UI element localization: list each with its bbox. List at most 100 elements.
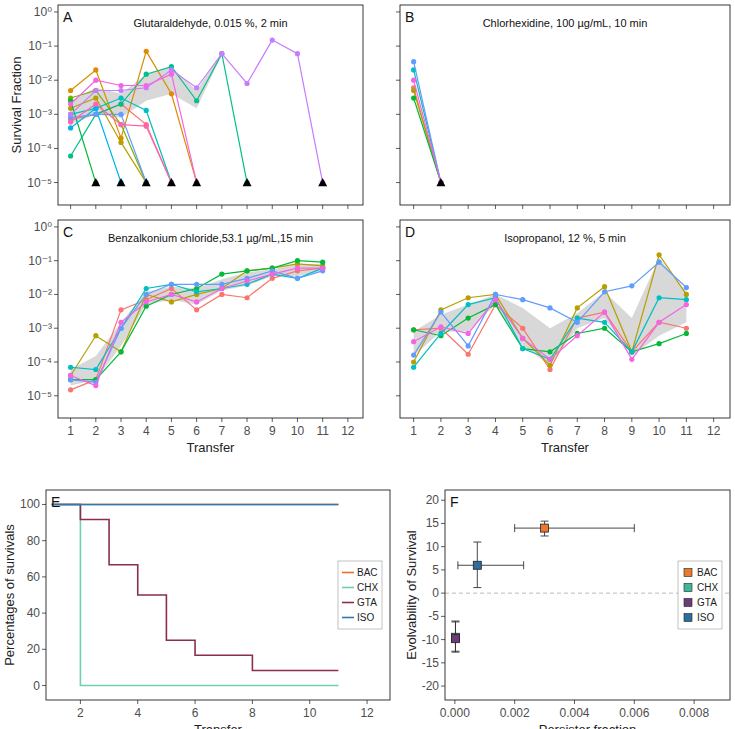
point	[438, 331, 443, 336]
x-tick	[272, 418, 273, 422]
point	[520, 326, 525, 331]
triangle-marker	[142, 178, 151, 186]
point	[244, 295, 249, 300]
legend-label: GTA	[357, 597, 377, 608]
x-tick	[146, 418, 147, 422]
y-tick	[441, 639, 445, 640]
figure: 10⁰10⁻¹10⁻²10⁻³10⁻⁴10⁻⁵Glutaraldehyde, 0…	[0, 0, 735, 729]
ribbon	[71, 264, 323, 386]
point	[629, 283, 634, 288]
point	[194, 85, 199, 90]
x-tick-label: 4	[143, 424, 150, 438]
x-tick	[468, 418, 469, 422]
x-tick-label: 0.006	[619, 706, 649, 720]
point	[520, 346, 525, 351]
y-tick-label: -15	[422, 656, 440, 670]
x-tick-label: 8	[601, 424, 608, 438]
point	[93, 101, 98, 106]
y-tick	[42, 685, 46, 686]
series-line	[71, 104, 172, 183]
point	[194, 307, 199, 312]
x-tick	[686, 205, 687, 209]
point	[295, 51, 300, 56]
point	[684, 292, 689, 297]
point	[144, 286, 149, 291]
legend-label: BAC	[697, 567, 718, 578]
point	[219, 51, 224, 56]
x-tick-label: 3	[118, 424, 125, 438]
y-tick	[441, 593, 445, 594]
point	[144, 292, 149, 297]
x-tick	[121, 205, 122, 209]
point	[93, 383, 98, 388]
x-tick	[70, 418, 71, 422]
ribbon	[414, 258, 687, 365]
point	[320, 260, 325, 265]
point	[169, 72, 174, 77]
point	[68, 88, 73, 93]
y-tick-label: 10⁰	[34, 220, 52, 234]
y-tick-label: 10⁻²	[28, 287, 52, 301]
panel-letter: B	[405, 9, 414, 25]
panel-letter: F	[450, 494, 459, 510]
point	[629, 349, 634, 354]
legend-swatch	[684, 614, 692, 622]
triangle-marker	[318, 178, 327, 186]
point	[466, 315, 471, 320]
legend-label: CHX	[357, 582, 378, 593]
point	[118, 88, 123, 93]
y-tick	[441, 616, 445, 617]
y-error-bar	[451, 621, 459, 651]
panel-letter: A	[63, 9, 73, 25]
y-tick	[396, 260, 400, 261]
x-tick	[713, 418, 714, 422]
point	[93, 112, 98, 117]
y-tick-label: 10⁻³	[28, 321, 52, 335]
panel-letter: E	[51, 494, 60, 510]
y-tick	[42, 576, 46, 577]
point	[194, 289, 199, 294]
y-tick	[396, 226, 400, 227]
x-tick	[550, 205, 551, 209]
x-tick-label: 10	[303, 706, 317, 720]
x-tick	[367, 700, 368, 704]
point	[656, 320, 661, 325]
x-tick	[252, 700, 253, 704]
y-tick	[396, 11, 400, 12]
panel-letter: C	[63, 224, 73, 240]
point	[118, 307, 123, 312]
x-tick-label: 0.002	[500, 706, 530, 720]
point	[656, 252, 661, 257]
x-tick	[550, 418, 551, 422]
series-line	[71, 261, 323, 380]
point	[169, 282, 174, 287]
point	[493, 292, 498, 297]
panel: Chlorhexidine, 100 µg/mL, 10 minB	[396, 5, 730, 209]
plot-background	[400, 220, 730, 418]
legend-label: ISO	[697, 612, 714, 623]
panel-letter: D	[405, 224, 415, 240]
point	[219, 272, 224, 277]
y-tick-label: 60	[27, 570, 41, 584]
point	[219, 286, 224, 291]
point	[118, 122, 123, 127]
y-error-bar	[541, 521, 549, 536]
x-tick-label: 0.008	[679, 706, 709, 720]
y-tick-label: 10	[426, 540, 440, 554]
x-tick-label: 12	[341, 424, 355, 438]
point	[118, 95, 123, 100]
panel: -20-15-10-5051015200.0000.0020.0040.0060…	[404, 490, 730, 729]
x-tick	[196, 418, 197, 422]
point	[244, 278, 249, 283]
point	[270, 272, 275, 277]
point	[320, 266, 325, 271]
y-tick-label: 10⁻⁵	[27, 176, 52, 190]
panel: 10⁰10⁻¹10⁻²10⁻³10⁻⁴10⁻⁵123456789101112Be…	[27, 220, 363, 455]
series-line	[414, 305, 687, 370]
point	[684, 297, 689, 302]
x-tick	[247, 205, 248, 209]
series-line	[71, 98, 147, 183]
plot-frame	[445, 490, 730, 700]
y-axis-label: Survival Fraction	[9, 57, 24, 154]
plot-data	[445, 521, 730, 652]
